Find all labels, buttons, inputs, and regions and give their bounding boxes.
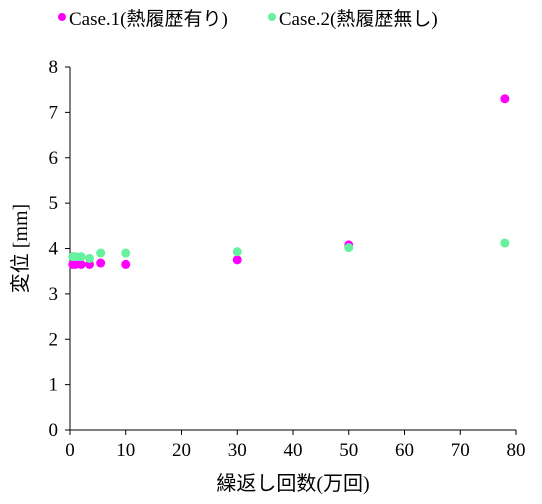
data-point-case2	[76, 252, 86, 262]
legend: Case.1(熱履歴有り) Case.2(熱履歴無し)	[58, 4, 528, 30]
data-point-case2	[232, 247, 242, 257]
x-tick-label: 50	[339, 440, 358, 461]
y-tick-label: 1	[49, 375, 59, 396]
x-tick-label: 10	[116, 440, 135, 461]
data-point-case1	[121, 259, 131, 269]
data-point-case1	[76, 259, 86, 269]
data-point-case2	[121, 248, 131, 258]
data-point-case2	[85, 253, 95, 263]
data-point-case1	[500, 94, 510, 104]
y-tick-label: 4	[49, 239, 59, 260]
x-tick-label: 80	[507, 440, 526, 461]
legend-item-case1: Case.1(熱履歴有り)	[58, 4, 228, 31]
legend-label-case2: Case.2(熱履歴無し)	[278, 8, 438, 30]
y-tick-label: 0	[49, 420, 59, 441]
x-axis-label: 繰返し回数(万回)	[216, 472, 369, 495]
x-tick-label: 0	[65, 440, 75, 461]
legend-marker-case1	[58, 13, 66, 21]
y-tick-label: 6	[49, 148, 59, 169]
data-point-case1	[96, 258, 106, 268]
x-tick-label: 30	[228, 440, 247, 461]
x-tick-label: 40	[284, 440, 303, 461]
y-tick-label: 7	[49, 102, 59, 123]
y-axis-label: 変位 [mm]	[9, 204, 32, 293]
y-tick-label: 2	[49, 329, 59, 350]
legend-item-case2: Case.2(熱履歴無し)	[267, 4, 438, 31]
data-point-case2	[344, 243, 354, 253]
data-point-case2	[96, 248, 106, 258]
x-tick-label: 60	[395, 440, 414, 461]
data-point-case1	[232, 255, 242, 265]
x-tick-label: 20	[172, 440, 191, 461]
y-tick-label: 8	[49, 57, 59, 78]
legend-marker-case2	[267, 13, 276, 21]
data-point-case2	[500, 238, 510, 248]
y-tick-label: 3	[49, 284, 59, 305]
y-tick-label: 5	[49, 193, 59, 214]
x-tick-label: 70	[451, 440, 470, 461]
legend-label-case1: Case.1(熱履歴有り)	[69, 8, 228, 30]
